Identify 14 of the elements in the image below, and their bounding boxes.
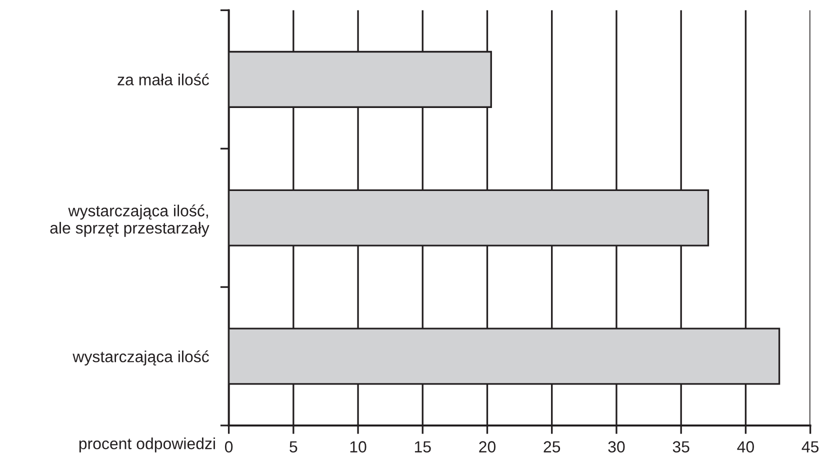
x-tick-label: 15 xyxy=(414,441,431,452)
x-tick-label: 45 xyxy=(802,441,819,452)
y-tick-label: wystarczająca ilość xyxy=(72,350,209,366)
x-tick-label: 40 xyxy=(737,441,754,452)
x-tick-label: 5 xyxy=(290,441,298,452)
x-tick-label: 20 xyxy=(479,441,496,452)
y-tick-label: za mała ilość xyxy=(118,73,209,86)
x-tick-label: 35 xyxy=(672,441,690,452)
x-tick-label: 10 xyxy=(350,441,366,452)
x-axis-title: procent odpowiedzi xyxy=(79,438,215,452)
y-tick-label: wystarczająca ilość, ale sprzęt przestarzały xyxy=(50,204,210,237)
x-tick-label: 25 xyxy=(544,441,560,452)
x-tick-label: 30 xyxy=(608,441,625,452)
x-tick-label: 0 xyxy=(224,441,233,452)
